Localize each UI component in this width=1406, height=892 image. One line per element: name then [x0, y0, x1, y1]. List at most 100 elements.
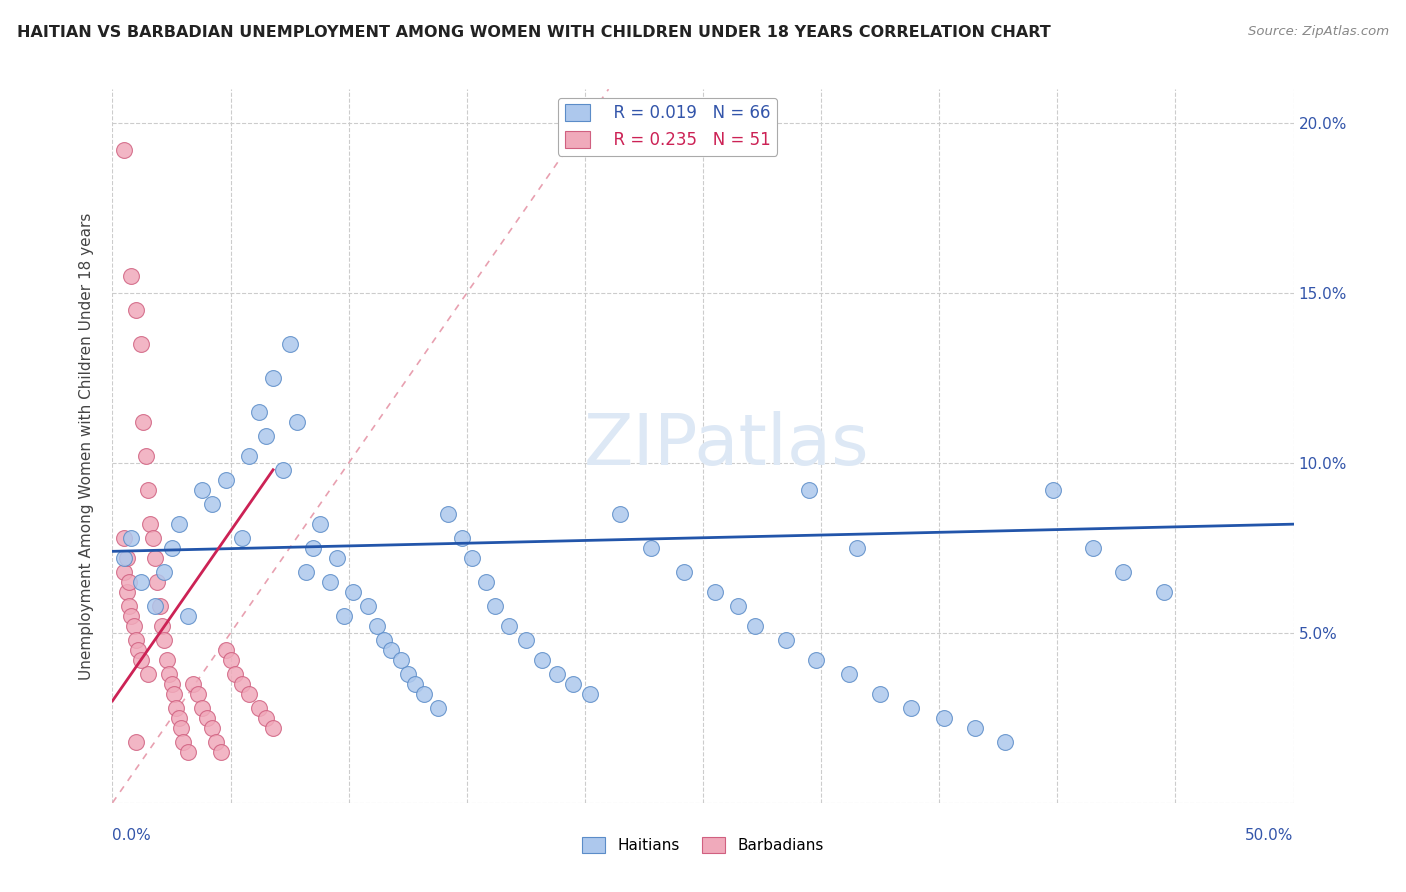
Point [609, 507, 631, 521]
Point [515, 632, 537, 647]
Point [112, 531, 135, 545]
Point [115, 551, 138, 566]
Point [238, 687, 260, 701]
Text: 50.0%: 50.0% [1246, 828, 1294, 843]
Point [231, 531, 253, 545]
Point [1042, 483, 1064, 498]
Point [160, 677, 183, 691]
Point [136, 483, 159, 498]
Point [224, 666, 246, 681]
Point [271, 463, 294, 477]
Point [845, 541, 868, 555]
Point [112, 144, 135, 158]
Point [156, 653, 179, 667]
Point [703, 585, 725, 599]
Point [170, 721, 193, 735]
Point [1153, 585, 1175, 599]
Point [209, 745, 232, 759]
Point [531, 653, 554, 667]
Point [122, 619, 145, 633]
Point [806, 653, 828, 667]
Point [139, 517, 162, 532]
Point [215, 473, 238, 487]
Point [900, 700, 922, 714]
Point [460, 551, 482, 566]
Point [262, 721, 284, 735]
Point [153, 632, 176, 647]
Legend: Haitians, Barbadians: Haitians, Barbadians [576, 831, 830, 859]
Point [396, 666, 419, 681]
Point [112, 551, 135, 566]
Point [157, 666, 180, 681]
Point [238, 449, 260, 463]
Point [380, 643, 402, 657]
Point [404, 677, 426, 691]
Point [451, 531, 474, 545]
Point [195, 711, 218, 725]
Point [172, 734, 194, 748]
Point [963, 721, 986, 735]
Point [115, 585, 138, 599]
Point [153, 565, 176, 579]
Point [201, 721, 224, 735]
Point [562, 677, 585, 691]
Point [177, 745, 200, 759]
Point [744, 619, 766, 633]
Point [285, 415, 308, 429]
Point [474, 574, 496, 589]
Point [205, 734, 228, 748]
Point [437, 507, 460, 521]
Point [118, 599, 141, 613]
Point [112, 565, 135, 579]
Y-axis label: Unemployment Among Women with Children Under 18 years: Unemployment Among Women with Children U… [79, 212, 94, 680]
Point [177, 608, 200, 623]
Point [389, 653, 412, 667]
Point [149, 599, 172, 613]
Text: HAITIAN VS BARBADIAN UNEMPLOYMENT AMONG WOMEN WITH CHILDREN UNDER 18 YEARS CORRE: HAITIAN VS BARBADIAN UNEMPLOYMENT AMONG … [17, 25, 1050, 40]
Point [869, 687, 891, 701]
Point [342, 585, 364, 599]
Point [278, 337, 301, 351]
Point [413, 687, 436, 701]
Point [146, 574, 169, 589]
Point [191, 483, 214, 498]
Point [427, 700, 450, 714]
Point [302, 541, 325, 555]
Point [373, 632, 395, 647]
Point [727, 599, 749, 613]
Point [673, 565, 696, 579]
Point [254, 711, 277, 725]
Point [333, 608, 356, 623]
Point [120, 531, 142, 545]
Point [142, 531, 165, 545]
Point [247, 405, 270, 419]
Point [118, 574, 141, 589]
Point [484, 599, 506, 613]
Point [254, 429, 277, 443]
Point [326, 551, 349, 566]
Point [932, 711, 955, 725]
Point [262, 371, 284, 385]
Point [775, 632, 797, 647]
Point [163, 687, 186, 701]
Point [129, 653, 152, 667]
Point [125, 303, 148, 318]
Point [201, 497, 224, 511]
Point [1112, 565, 1135, 579]
Point [181, 677, 204, 691]
Point [127, 643, 149, 657]
Point [191, 700, 214, 714]
Text: ZIPatlas: ZIPatlas [583, 411, 869, 481]
Point [366, 619, 388, 633]
Point [143, 599, 166, 613]
Point [167, 517, 190, 532]
Point [120, 269, 142, 284]
Point [231, 677, 253, 691]
Point [498, 619, 520, 633]
Point [640, 541, 662, 555]
Point [132, 415, 155, 429]
Point [295, 565, 318, 579]
Point [546, 666, 568, 681]
Point [125, 632, 148, 647]
Point [143, 551, 166, 566]
